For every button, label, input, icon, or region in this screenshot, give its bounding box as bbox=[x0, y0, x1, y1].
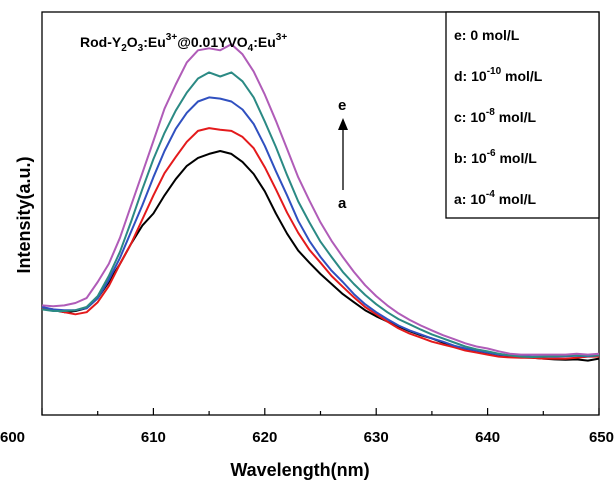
legend-entry-base: 10 bbox=[471, 68, 487, 84]
legend-entry: a: 10-4 mol/L bbox=[454, 189, 536, 207]
sample-annotation: Rod-Y2O3:Eu3+@0.01YVO4:Eu3+ bbox=[80, 32, 287, 54]
anno-part-9: :Eu bbox=[253, 34, 276, 50]
x-axis-ticks: 600 610 620 630 640 650 bbox=[0, 408, 614, 446]
arrow-top-label: e bbox=[338, 97, 346, 114]
legend-entry-exponent: -6 bbox=[487, 148, 496, 159]
x-tick-label: 640 bbox=[475, 429, 500, 446]
x-tick-label: 620 bbox=[252, 429, 277, 446]
anno-part-10: 3+ bbox=[276, 32, 288, 43]
arrow-bottom-label: a bbox=[338, 195, 347, 212]
anno-part-6: 3+ bbox=[166, 32, 178, 43]
trend-arrow-head-icon bbox=[338, 118, 348, 130]
legend-entry-base: 10 bbox=[471, 150, 487, 166]
x-tick-label: 630 bbox=[364, 429, 389, 446]
anno-part-2: 2 bbox=[121, 43, 127, 54]
legend-entry-unit: mol/L bbox=[501, 68, 543, 84]
legend-entry-prefix: a: bbox=[454, 191, 470, 207]
series-line-d bbox=[41, 71, 600, 358]
legend-entry-prefix: b: bbox=[454, 150, 471, 166]
anno-part-5: :Eu bbox=[143, 34, 166, 50]
x-tick-label: 600 bbox=[0, 429, 25, 446]
legend-entry-unit: mol/L bbox=[478, 27, 520, 43]
legend: e: 0 mol/Ld: 10-10 mol/Lc: 10-8 mol/Lb: … bbox=[454, 27, 543, 207]
legend-entry: c: 10-8 mol/L bbox=[454, 107, 536, 125]
legend-entry-base: 10 bbox=[470, 191, 486, 207]
x-axis-title: Wavelength(nm) bbox=[230, 460, 369, 480]
legend-entry-exponent: -10 bbox=[487, 66, 502, 77]
legend-entry-unit: mol/L bbox=[495, 191, 537, 207]
y-axis-title: Intensity(a.u.) bbox=[14, 156, 34, 273]
legend-box bbox=[445, 11, 600, 219]
anno-part-1: Rod-Y bbox=[80, 34, 122, 50]
series-layer bbox=[41, 43, 600, 362]
legend-entry: b: 10-6 mol/L bbox=[454, 148, 537, 166]
legend-entry-unit: mol/L bbox=[495, 109, 537, 125]
x-tick-label: 650 bbox=[589, 429, 614, 446]
x-tick-label: 610 bbox=[141, 429, 166, 446]
legend-entry-prefix: c: bbox=[454, 109, 470, 125]
legend-entry-base: 0 bbox=[470, 27, 478, 43]
anno-part-7: @0.01YVO bbox=[177, 34, 248, 50]
anno-part-4: 3 bbox=[138, 43, 144, 54]
legend-entry-base: 10 bbox=[470, 109, 486, 125]
legend-entry: d: 10-10 mol/L bbox=[454, 66, 543, 84]
series-line-b bbox=[41, 127, 599, 360]
anno-part-3: O bbox=[127, 34, 138, 50]
legend-entry-exponent: -4 bbox=[486, 189, 495, 200]
legend-entry-prefix: e: bbox=[454, 27, 470, 43]
legend-entry-prefix: d: bbox=[454, 68, 471, 84]
series-line-e bbox=[41, 43, 600, 356]
legend-entry-unit: mol/L bbox=[496, 150, 538, 166]
legend-entry: e: 0 mol/L bbox=[454, 27, 520, 43]
anno-part-8: 4 bbox=[248, 43, 254, 54]
legend-entry-exponent: -8 bbox=[486, 107, 495, 118]
